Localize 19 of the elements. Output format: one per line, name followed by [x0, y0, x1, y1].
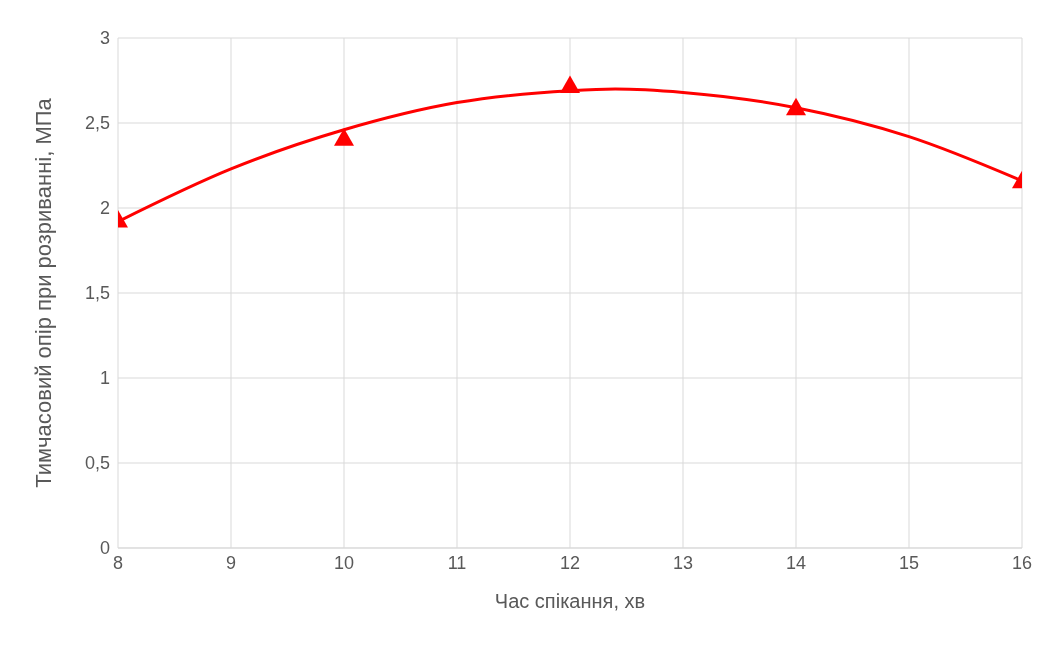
x-tick-label: 14 [785, 552, 807, 573]
x-tick-label: 12 [559, 552, 581, 573]
x-tick-label: 15 [898, 552, 920, 573]
y-tick-label: 0 [99, 538, 110, 559]
x-axis-title: Час спікання, хв [494, 590, 646, 612]
y-tick-label: 2,5 [84, 113, 110, 134]
x-tick-label: 10 [333, 552, 355, 573]
x-tick-label: 11 [447, 552, 467, 573]
x-tick-label: 8 [112, 552, 124, 573]
x-tick-label: 9 [225, 552, 237, 573]
x-tick-label: 16 [1011, 552, 1033, 573]
y-tick-label: 0,5 [84, 453, 110, 474]
x-tick-label: 13 [672, 552, 694, 573]
y-tick-label: 1,5 [84, 283, 110, 304]
y-tick-label: 2 [99, 198, 110, 219]
y-tick-label: 1 [99, 368, 110, 389]
y-axis-title: Тимчасовий опір при розриванні, МПа [30, 97, 56, 488]
point [560, 75, 580, 94]
y-tick-label: 3 [99, 28, 110, 49]
